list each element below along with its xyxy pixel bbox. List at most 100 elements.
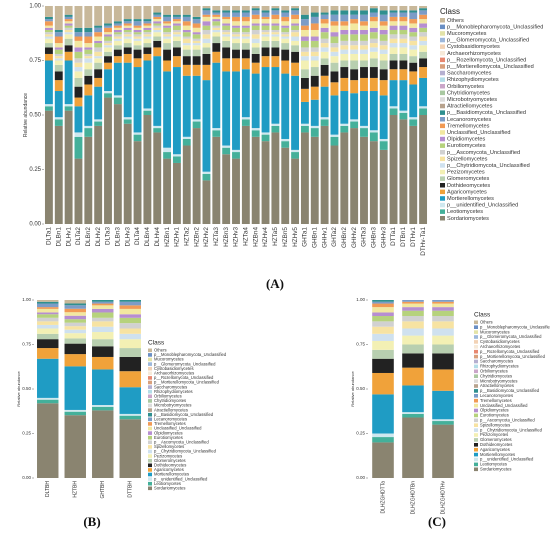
bar-GHTa1 bbox=[300, 6, 309, 224]
bar-segment-Lecanoromycetes bbox=[123, 21, 132, 24]
legend-label: Orbiliomycetes bbox=[480, 369, 508, 374]
legend-label: Leotiomycetes bbox=[447, 209, 483, 215]
bar-segment-Agaricomycetes bbox=[350, 80, 359, 94]
bar-segment-Tremellomycetes bbox=[113, 25, 122, 28]
bar-segment-Dothideomycetes bbox=[172, 47, 181, 57]
bar-segment-Spizellomycetes bbox=[432, 321, 454, 329]
bar-segment-p__unidentified_Unclassified bbox=[232, 149, 240, 153]
bar-segment-p__Ascomycota_Unclassified bbox=[402, 316, 424, 322]
bar-segment-p__Basidiomycota_Unclassified bbox=[182, 14, 191, 17]
bar-segment-Tremellomycetes bbox=[271, 14, 280, 20]
bar-segment-p__unidentified_Unclassified bbox=[113, 95, 122, 98]
bar-segment-p__Ascomycota_Unclassified bbox=[222, 29, 231, 33]
bar-HZHv5 bbox=[291, 6, 300, 224]
bar-segment-Mortierellomycetes bbox=[419, 77, 428, 107]
bar-segment-Sordariomycetes bbox=[310, 136, 319, 224]
bar-segment-Tremellomycetes bbox=[350, 19, 359, 24]
legend-swatch bbox=[440, 169, 445, 175]
legend-swatch bbox=[440, 51, 445, 56]
legend-label: Glomeromycetes bbox=[480, 437, 512, 442]
bar-segment-Dothideomycetes bbox=[291, 51, 300, 63]
bar-segment-Dothideomycetes bbox=[399, 60, 408, 70]
bar-segment-Lecanoromycetes bbox=[389, 12, 398, 17]
bar-segment-Olpidiomycetes bbox=[399, 25, 408, 30]
bar-segment-Spizellomycetes bbox=[119, 328, 141, 334]
bar-segment-Agaricomycetes bbox=[113, 56, 122, 63]
bar-segment-Sordariomycetes bbox=[94, 125, 103, 224]
bar-segment-Eurotiomycetes bbox=[360, 34, 368, 41]
bar-segment-Eurotiomycetes bbox=[143, 29, 152, 33]
bar-segment-Pezizomycetes bbox=[340, 53, 349, 61]
bar-segment-Olpidiomycetes bbox=[84, 47, 93, 50]
bar-segment-Pezizomycetes bbox=[399, 47, 408, 54]
bar-segment-p__Chytridiomycota_Unclassified bbox=[172, 34, 181, 37]
bar-segment-Pezizomycetes bbox=[310, 60, 319, 68]
legend-swatch bbox=[474, 423, 478, 427]
bar-segment-Leotiomycetes bbox=[113, 97, 122, 105]
legend-swatch bbox=[474, 320, 478, 325]
bar-segment-Unclassified_Unclassified bbox=[54, 43, 63, 48]
bar-segment-Sordariomycetes bbox=[402, 417, 424, 478]
bar-segment-p__Chytridiomycota_Unclassified bbox=[74, 67, 83, 72]
legend-swatch bbox=[474, 413, 478, 418]
bar-segment-Pezizomycetes bbox=[320, 51, 329, 59]
bar-segment-p__Ascomycota_Unclassified bbox=[389, 34, 398, 39]
bar-segment-Tremellomycetes bbox=[94, 32, 103, 37]
bar-segment-Others bbox=[192, 6, 201, 17]
legend-label: Olpidiomycetes bbox=[154, 430, 183, 435]
bar-segment-Glomeromycetes bbox=[222, 40, 231, 48]
bar-segment-Spizellomycetes bbox=[300, 51, 309, 57]
legend-swatch bbox=[440, 183, 445, 188]
bar-segment-Spizellomycetes bbox=[153, 27, 162, 30]
legend-swatch bbox=[148, 385, 152, 389]
bar-segment-Lecanoromycetes bbox=[241, 12, 250, 17]
bar-segment-Spizellomycetes bbox=[310, 51, 319, 57]
bar-segment-Dothideomycetes bbox=[182, 56, 191, 65]
legend-swatch bbox=[148, 417, 152, 422]
bar-segment-Dothideomycetes bbox=[113, 49, 122, 57]
legend-label: p__Chytridiomycota_Unclassified bbox=[480, 427, 543, 432]
legend-swatch bbox=[148, 408, 152, 412]
bar-segment-p__Basidiomycota_Unclassified bbox=[232, 10, 240, 13]
bar-segment-Leotiomycetes bbox=[44, 106, 53, 111]
bar-segment-Spizellomycetes bbox=[123, 34, 132, 37]
bar-segment-p__Basidiomycota_Unclassified bbox=[54, 29, 63, 33]
bar-segment-Glomeromycetes bbox=[291, 45, 300, 52]
bar-segment-Olpidiomycetes bbox=[94, 40, 103, 44]
bar-segment-Leotiomycetes bbox=[172, 156, 181, 163]
bar-segment-p__Ascomycota_Unclassified bbox=[119, 323, 141, 329]
y-tick-label: 0.00 bbox=[29, 222, 41, 228]
legend-label: Dothideomycetes bbox=[154, 463, 186, 468]
bar-segment-Tremellomycetes bbox=[192, 23, 201, 28]
bar-segment-Others bbox=[143, 6, 152, 20]
x-tick-label: HZTa4 bbox=[243, 227, 250, 246]
bar-segment-p__unidentified_Unclassified bbox=[37, 397, 59, 400]
bar-segment-Tremellomycetes bbox=[37, 307, 59, 309]
bar-segment-Sordariomycetes bbox=[320, 125, 329, 224]
bar-segment-p__unidentified_Unclassified bbox=[182, 136, 191, 139]
legend-swatch bbox=[474, 433, 478, 437]
bar-segment-Mortierellomycetes bbox=[300, 101, 309, 124]
x-tick-label: HZTa2 bbox=[183, 227, 190, 246]
x-tick-label: HZHv3 bbox=[233, 227, 240, 247]
bar-segment-p__Ascomycota_Unclassified bbox=[372, 321, 394, 327]
bar-DLTa4 bbox=[133, 6, 142, 224]
bar-segment-Mortierellomycetes bbox=[232, 71, 240, 150]
bar-segment-Leotiomycetes bbox=[123, 119, 132, 124]
bar-segment-p__Ascomycota_Unclassified bbox=[360, 40, 368, 46]
bar-segment-Tremellomycetes bbox=[182, 21, 191, 26]
bar-DLBn2 bbox=[84, 6, 93, 224]
legend-swatch bbox=[148, 463, 152, 468]
legend-label: Microbotryomycetes bbox=[480, 378, 517, 383]
legend-label: Agaricomycetes bbox=[480, 447, 510, 452]
y-tick-label: 0.25 bbox=[356, 431, 365, 436]
bar-segment-Mortierellomycetes bbox=[261, 67, 270, 133]
bar-segment-p__Basidiomycota_Unclassified bbox=[251, 8, 260, 11]
x-tick-label: HZTa5 bbox=[272, 227, 279, 246]
x-tick-label: DLHZGHDTBn bbox=[410, 481, 416, 515]
bar-segment-Lecanoromycetes bbox=[379, 14, 388, 22]
bar-segment-Olpidiomycetes bbox=[133, 29, 142, 33]
bar-segment-Tremellomycetes bbox=[432, 301, 454, 304]
bar-segment-Olpidiomycetes bbox=[379, 29, 388, 35]
bar-segment-p__Chytridiomycota_Unclassified bbox=[310, 56, 319, 61]
